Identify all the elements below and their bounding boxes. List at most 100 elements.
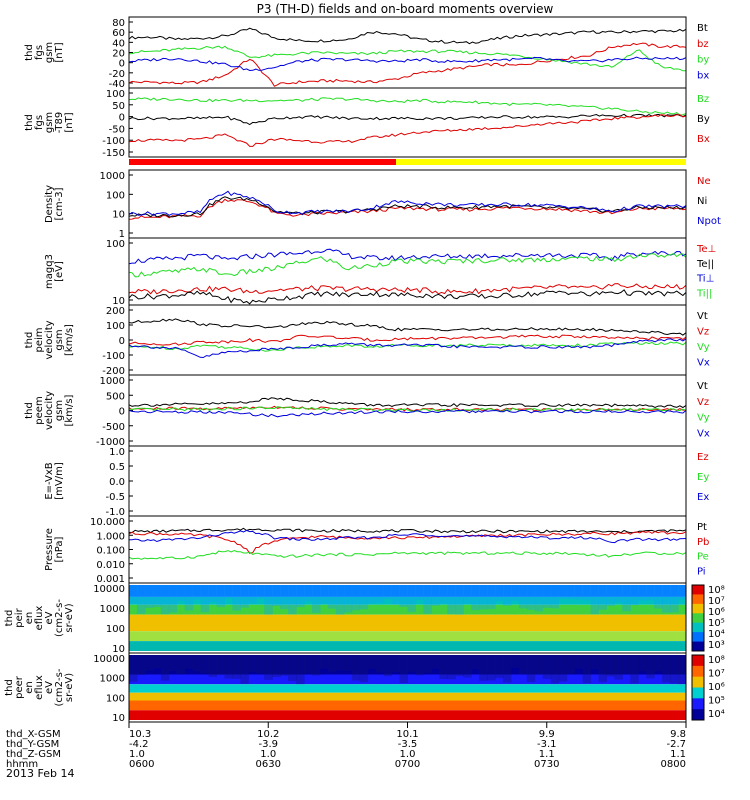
axis-label: [km/s] <box>64 324 75 356</box>
heatmap-column <box>654 585 663 609</box>
heatmap-column <box>192 655 202 672</box>
series-line-Pe <box>128 549 687 560</box>
heatmap-column <box>526 655 536 683</box>
panel-frame <box>128 374 687 447</box>
heatmap-column <box>335 655 345 671</box>
heatmap-band <box>129 692 686 701</box>
heatmap-column <box>662 585 671 613</box>
heatmap-column <box>590 585 599 615</box>
heatmap-column <box>296 655 305 685</box>
axis-label: eV <box>44 681 55 694</box>
axis-label: gsm <box>44 42 55 63</box>
plot-title: P3 (TH-D) fields and on-board moments ov… <box>257 2 554 16</box>
colorbar-frame <box>691 584 705 652</box>
axis-label: fgs <box>34 115 45 130</box>
ephem-value: -3.9 <box>258 739 278 750</box>
heatmap-column <box>304 585 313 602</box>
axis-label: thd <box>24 44 35 61</box>
heatmap-column <box>216 655 225 675</box>
series-line-by <box>128 45 687 72</box>
colorbar-label: 10⁴ <box>708 629 725 640</box>
axis-label: fgs <box>34 45 45 60</box>
tick-label: 100 <box>106 190 125 201</box>
heatmap-band <box>129 604 686 615</box>
legend-entry: Ey <box>697 472 709 483</box>
series-line-Bx <box>128 114 687 147</box>
axis-label: [eV] <box>54 261 65 282</box>
tick-label: 40 <box>112 38 125 49</box>
legend-entry: bz <box>697 39 709 50</box>
colorbar-label: 10⁷ <box>708 669 725 680</box>
heatmap-column <box>280 655 289 676</box>
series-line-Pb <box>128 530 687 554</box>
legend-entry: Npot <box>697 216 721 227</box>
colorbar-label: 10⁷ <box>708 596 725 607</box>
ephem-value: 1.0 <box>129 749 145 760</box>
ephem-value: 0800 <box>661 759 686 770</box>
legend-entry: Pi <box>697 566 706 577</box>
colorbar-label: 10⁶ <box>708 682 725 693</box>
legend-entry: By <box>697 114 710 125</box>
tick-label: 1000 <box>100 376 125 387</box>
ephem-row-label: thd_Y-GSM <box>6 739 59 750</box>
axis-label: gsm <box>54 400 65 421</box>
heatmap-column <box>280 585 289 610</box>
axis-label: (cm2-s- <box>54 668 65 706</box>
heatmap-column <box>319 655 329 669</box>
heatmap-column <box>375 585 385 603</box>
heatmap-column <box>168 585 178 613</box>
axis-label: (cm2-s- <box>54 599 65 637</box>
heatmap-column <box>399 585 408 607</box>
heatmap-column <box>495 655 504 679</box>
heatmap-column <box>534 585 544 612</box>
axis-label: gsm <box>54 329 65 350</box>
colorbar-segment <box>692 665 704 678</box>
tick-label: -100 <box>102 351 125 362</box>
legend-entry: Vx <box>697 358 710 369</box>
heatmap-column <box>566 585 576 599</box>
heatmap-column <box>296 585 305 608</box>
heatmap-column <box>343 655 353 671</box>
heatmap-column <box>248 585 257 604</box>
axis-label: thd <box>4 679 15 696</box>
heatmap-column <box>479 585 488 610</box>
axis-label: Density <box>44 185 55 223</box>
heatmap-column <box>248 655 257 673</box>
ephem-row-label: thd_Z-GSM <box>6 749 61 760</box>
heatmap-column <box>558 655 568 682</box>
heatmap-column <box>160 655 170 681</box>
colorbar-segment <box>692 641 704 652</box>
series-line-Ne <box>128 198 687 220</box>
panel-frame <box>128 169 687 239</box>
axis-label: E=-VxB <box>44 462 55 499</box>
date-label: 2013 Feb 14 <box>6 767 74 780</box>
heatmap-column <box>510 585 520 601</box>
ephemeris-bar-red <box>129 159 396 165</box>
heatmap-column <box>487 655 496 681</box>
axis-label: en <box>24 612 35 625</box>
axis-label: [nPa] <box>54 536 65 562</box>
heatmap-column <box>558 585 568 599</box>
heatmap-column <box>606 585 615 606</box>
heatmap-column <box>518 655 528 675</box>
heatmap-column <box>662 655 671 683</box>
heatmap-column <box>455 655 464 677</box>
tick-label: 0 <box>119 59 125 70</box>
heatmap-column <box>463 655 472 678</box>
tick-label: 60 <box>112 28 125 39</box>
heatmap-column <box>208 655 218 677</box>
heatmap-column <box>614 585 623 603</box>
tick-label: 0 <box>119 407 125 418</box>
legend-entry: Pt <box>697 522 707 533</box>
heatmap-column <box>518 585 528 609</box>
tick-label: 10000 <box>93 654 125 665</box>
ephem-value: 10.3 <box>129 729 151 740</box>
heatmap-column <box>502 585 512 606</box>
heatmap-column <box>471 655 480 670</box>
legend-entry: Te|| <box>696 259 714 270</box>
heatmap-column <box>407 655 416 672</box>
panel-8: Pressure [nPa] 10.000 1.000 0.100 0.010 0.001 P… <box>44 515 709 585</box>
heatmap-column <box>184 655 194 669</box>
